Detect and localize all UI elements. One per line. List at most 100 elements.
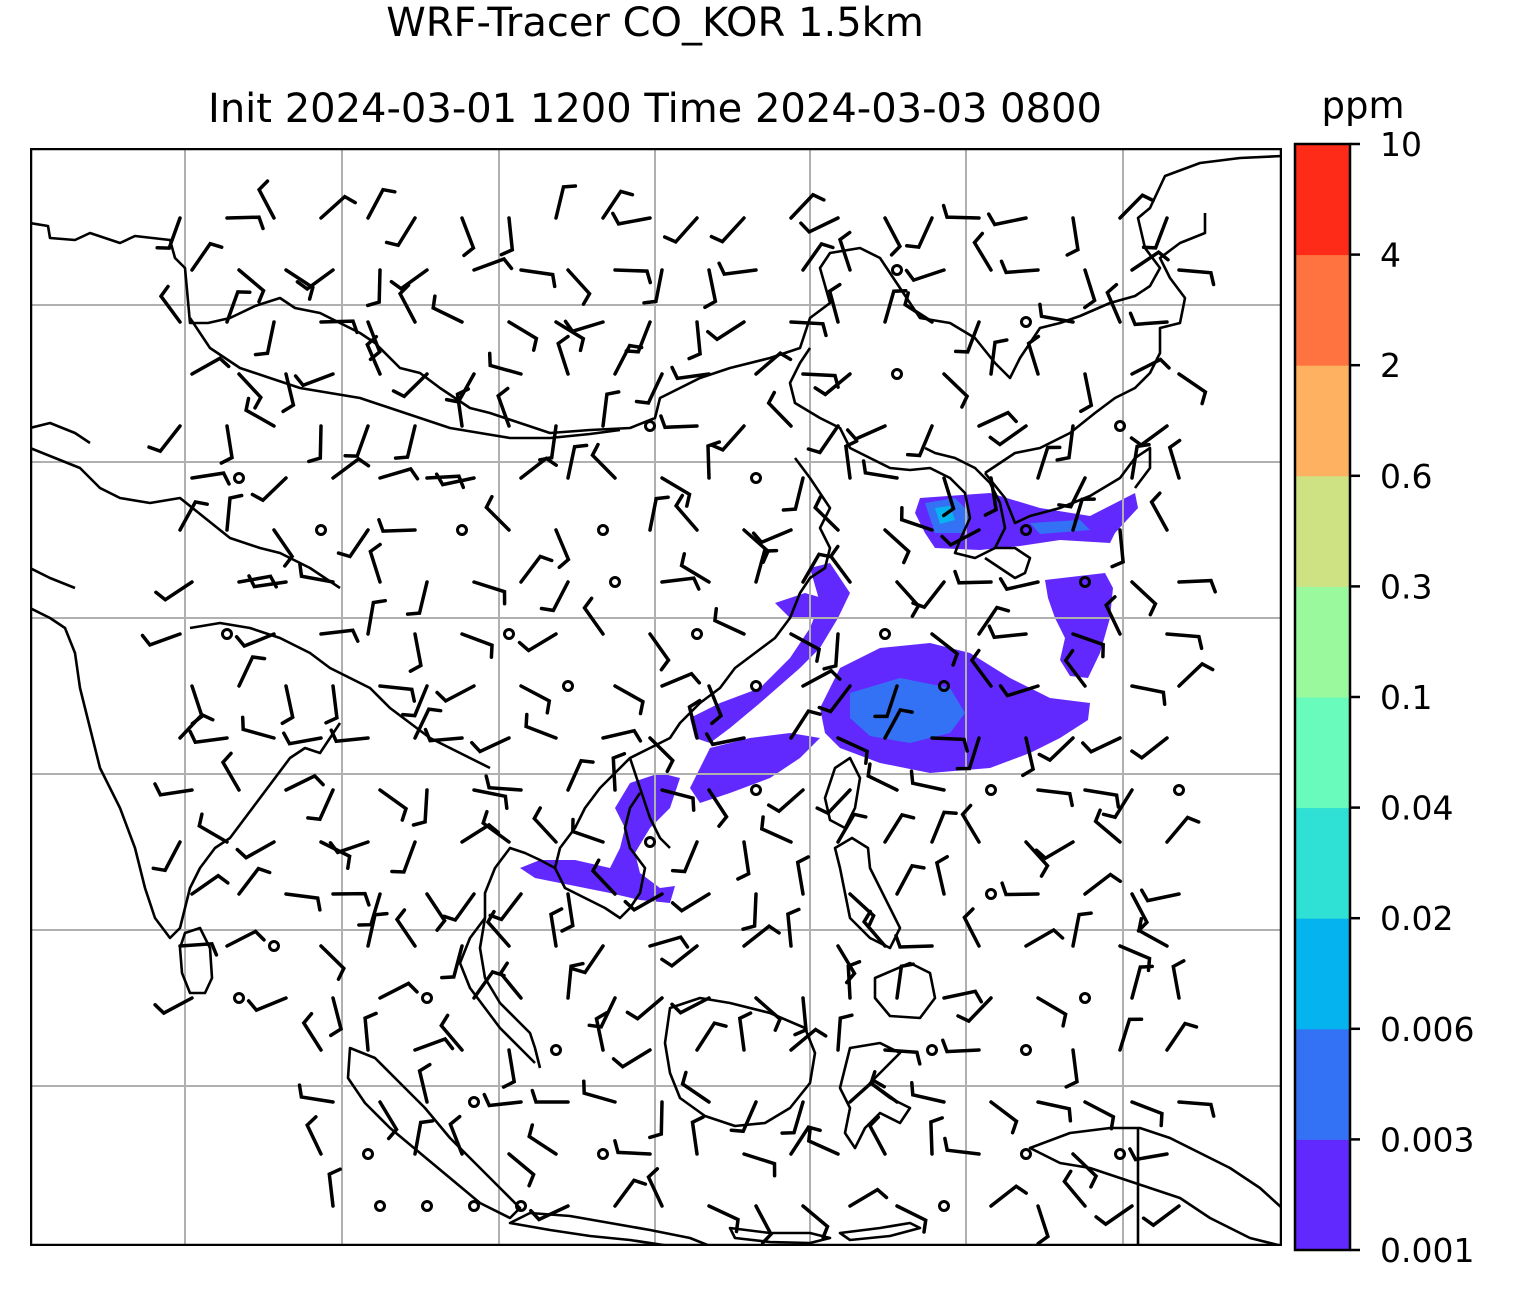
calm-wind-circle bbox=[891, 368, 903, 380]
calm-wind-circle bbox=[644, 836, 656, 848]
wind-barb bbox=[986, 212, 1028, 227]
wind-barb bbox=[754, 548, 779, 584]
wind-barb bbox=[394, 908, 417, 948]
wind-barb bbox=[530, 1088, 570, 1104]
wind-barb bbox=[282, 731, 323, 746]
wind-barb bbox=[988, 424, 1028, 447]
wind-barb bbox=[237, 268, 266, 304]
wind-barb bbox=[983, 476, 999, 517]
colorbar-tick-label: 0.001 bbox=[1380, 1231, 1474, 1270]
wind-barb bbox=[930, 810, 958, 844]
wind-barb bbox=[155, 216, 182, 250]
wind-barb bbox=[507, 1152, 536, 1188]
wind-barb bbox=[613, 343, 644, 376]
wind-barb bbox=[680, 1070, 711, 1104]
wind-barb bbox=[613, 684, 645, 716]
coastline-segment bbox=[614, 457, 832, 774]
wind-barb bbox=[941, 203, 981, 220]
wind-barb bbox=[1165, 1021, 1199, 1052]
wind-barb bbox=[306, 788, 335, 822]
wind-barb bbox=[707, 788, 729, 828]
coastline-segment bbox=[346, 1046, 522, 1220]
wind-barb bbox=[1064, 1048, 1079, 1089]
wind-barb bbox=[844, 439, 859, 480]
calm-wind-circle bbox=[750, 784, 762, 796]
wind-barb bbox=[836, 812, 868, 844]
wind-barb bbox=[1165, 632, 1204, 651]
wind-barb bbox=[343, 424, 370, 458]
wind-barb bbox=[301, 1011, 323, 1052]
wind-barb bbox=[327, 1167, 342, 1208]
wind-barb bbox=[188, 729, 229, 745]
wind-barb bbox=[848, 892, 876, 929]
wind-barb bbox=[953, 320, 981, 354]
wind-barb bbox=[754, 996, 783, 1032]
wind-barb bbox=[780, 1100, 805, 1135]
wind-barb bbox=[219, 424, 234, 465]
wind-barb bbox=[1079, 372, 1094, 414]
wind-barb bbox=[624, 320, 652, 354]
wind-barb bbox=[956, 996, 993, 1024]
colorbar-tick-label: 0.3 bbox=[1380, 567, 1432, 606]
calm-wind-circle bbox=[468, 1200, 480, 1212]
wind-barb bbox=[389, 268, 429, 291]
wind-barb bbox=[962, 907, 981, 948]
wind-barb bbox=[324, 684, 339, 725]
wind-barb bbox=[240, 715, 276, 740]
wind-barb bbox=[378, 981, 419, 1000]
wind-barb bbox=[284, 892, 322, 912]
wind-barb bbox=[1130, 250, 1170, 272]
calm-wind-circle bbox=[456, 524, 468, 536]
wind-barb bbox=[517, 632, 558, 653]
calm-wind-circle bbox=[609, 576, 621, 588]
wind-barb bbox=[690, 1115, 705, 1156]
calm-wind-circle bbox=[891, 264, 903, 276]
coastline-segment bbox=[478, 846, 556, 1069]
colorbar-tick-label: 0.02 bbox=[1380, 899, 1453, 938]
coastline-segment bbox=[788, 347, 1007, 560]
plume-taiwan-strait bbox=[690, 733, 820, 803]
wind-barb bbox=[470, 736, 511, 754]
wind-barb bbox=[861, 459, 899, 480]
wind-barb bbox=[460, 216, 476, 258]
wind-barb bbox=[713, 606, 746, 636]
wind-barb bbox=[742, 1152, 777, 1178]
wind-barb bbox=[590, 858, 617, 896]
calm-wind-circle bbox=[421, 992, 433, 1004]
wind-barb bbox=[695, 1021, 728, 1052]
wind-barb bbox=[1065, 216, 1080, 257]
coastline-segment bbox=[30, 566, 76, 590]
wind-barb bbox=[703, 268, 718, 310]
wind-barb bbox=[1130, 736, 1169, 760]
wind-barb bbox=[594, 1010, 609, 1052]
wind-barb bbox=[488, 892, 523, 922]
wind-barb bbox=[237, 655, 267, 688]
wind-barb bbox=[566, 961, 585, 1000]
wind-barb bbox=[1083, 872, 1123, 896]
wind-barb bbox=[1062, 1169, 1087, 1208]
wind-barb bbox=[519, 456, 558, 480]
wind-barb bbox=[319, 194, 357, 220]
wind-barb bbox=[295, 268, 335, 292]
wind-barb bbox=[670, 840, 699, 874]
wind-barb bbox=[298, 562, 335, 584]
wind-barb bbox=[737, 1011, 753, 1052]
wind-barb bbox=[366, 598, 387, 636]
plume-pacific bbox=[1045, 573, 1113, 678]
wind-barb bbox=[942, 989, 984, 1004]
wind-barb bbox=[895, 962, 915, 1000]
wind-barb bbox=[472, 256, 514, 272]
calm-wind-circle bbox=[938, 680, 950, 692]
colorbar-tick-label: 0.003 bbox=[1380, 1120, 1474, 1159]
wind-barb bbox=[895, 1204, 928, 1234]
wind-barb bbox=[623, 892, 664, 912]
wind-barb bbox=[365, 334, 382, 376]
wind-barb bbox=[153, 996, 194, 1016]
wind-barb bbox=[1081, 736, 1122, 754]
wind-barb bbox=[709, 216, 746, 244]
wind-barb bbox=[368, 542, 382, 584]
wind-barb bbox=[905, 424, 934, 458]
calm-wind-circle bbox=[1020, 524, 1032, 536]
wind-barb bbox=[328, 840, 370, 855]
wind-barb bbox=[519, 684, 552, 715]
